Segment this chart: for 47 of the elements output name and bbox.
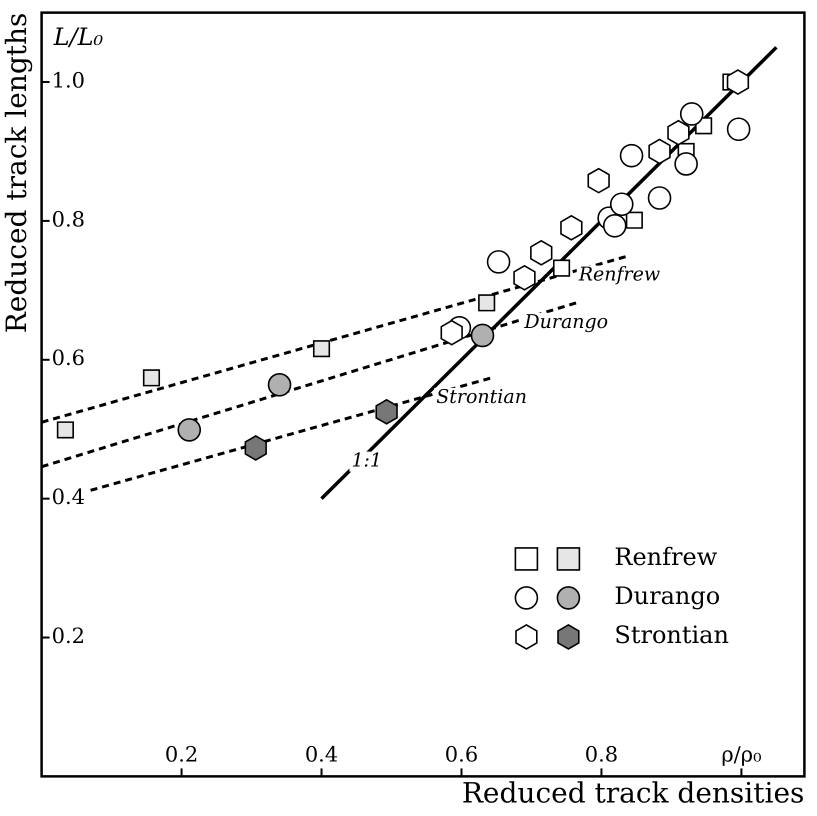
annotation: Durango	[523, 310, 608, 333]
point	[726, 69, 750, 95]
y-tick-label: 0.4	[52, 485, 86, 510]
x-tick-label: 0.4	[304, 742, 338, 766]
point	[674, 152, 698, 176]
x-tick-label: 0.6	[444, 742, 478, 766]
annotation: Renfrew	[578, 264, 660, 286]
point	[587, 168, 610, 194]
y-axis-title: Reduced track lengths	[0, 12, 34, 334]
y-tick-label: 0.2	[52, 624, 86, 648]
x-tick-label: ρ/ρ₀	[721, 742, 762, 766]
point	[440, 320, 463, 346]
point	[620, 144, 644, 168]
point	[478, 294, 496, 312]
point	[312, 340, 330, 358]
point	[513, 265, 536, 291]
legend-label: Strontian	[614, 621, 729, 650]
x-tick-label: 0.2	[164, 742, 198, 766]
annotation: Strontian	[436, 386, 527, 408]
annotation: L/L₀	[52, 22, 104, 51]
annotation: 1:1	[351, 450, 382, 472]
point	[268, 372, 292, 397]
point	[375, 399, 398, 425]
x-tick-label: 0.8	[584, 742, 618, 766]
point	[648, 186, 672, 210]
point	[626, 212, 643, 229]
y-tick-label: 0.6	[52, 346, 86, 370]
point	[470, 324, 494, 348]
point	[56, 421, 74, 438]
point	[560, 215, 583, 241]
point	[680, 102, 704, 126]
point	[726, 117, 750, 142]
point	[610, 192, 634, 216]
y-tick-label: 1.0	[52, 68, 86, 92]
point	[648, 138, 671, 164]
legend-label: Durango	[614, 582, 720, 610]
point	[244, 435, 267, 461]
x-axis-title: Reduced track densities	[462, 776, 804, 810]
point	[602, 214, 627, 238]
legend-label: Renfrew	[614, 543, 718, 572]
point	[552, 260, 570, 277]
point	[142, 369, 160, 386]
point	[177, 418, 202, 442]
y-tick-label: 0.8	[52, 207, 86, 232]
point	[667, 120, 690, 146]
point	[486, 250, 510, 274]
point	[530, 240, 552, 266]
